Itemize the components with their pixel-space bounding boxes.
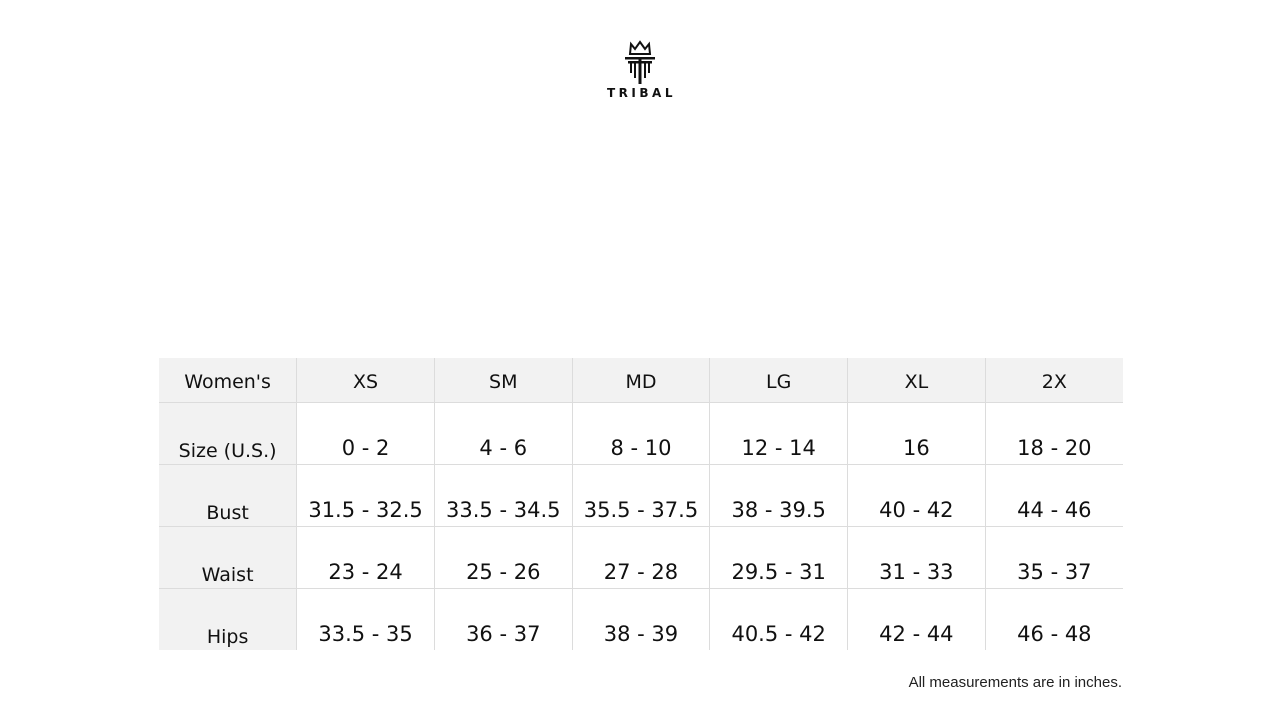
header-cell: XS <box>296 358 435 403</box>
table-row: Waist 23 - 24 25 - 26 27 - 28 29.5 - 31 … <box>159 526 1123 589</box>
table-cell: 33.5 - 35 <box>296 588 435 650</box>
table-row: Size (U.S.) 0 - 2 4 - 6 8 - 10 12 - 14 1… <box>159 402 1123 465</box>
header-cell: Women's <box>159 358 298 403</box>
table-cell: 35.5 - 37.5 <box>571 464 711 527</box>
tribal-logo: TRIBAL <box>600 40 680 100</box>
table-cell: 16 <box>847 402 986 465</box>
table-cell: 40 - 42 <box>847 464 986 527</box>
header-cell: SM <box>433 358 573 403</box>
table-cell: 23 - 24 <box>296 526 435 589</box>
table-cell: 40.5 - 42 <box>709 588 849 650</box>
table-cell: 12 - 14 <box>709 402 849 465</box>
table-header-row: Women's XS SM MD LG XL 2X <box>159 358 1123 403</box>
header-cell: MD <box>571 358 711 403</box>
table-row: Hips 33.5 - 35 36 - 37 38 - 39 40.5 - 42… <box>159 588 1123 650</box>
row-label: Waist <box>159 526 298 589</box>
table-cell: 35 - 37 <box>984 526 1123 589</box>
table-cell: 36 - 37 <box>433 588 573 650</box>
table-cell: 27 - 28 <box>571 526 711 589</box>
table-row: Bust 31.5 - 32.5 33.5 - 34.5 35.5 - 37.5… <box>159 464 1123 527</box>
row-label: Bust <box>159 464 298 527</box>
header-cell: 2X <box>984 358 1123 403</box>
table-cell: 42 - 44 <box>847 588 986 650</box>
table-cell: 0 - 2 <box>296 402 435 465</box>
table-cell: 31 - 33 <box>847 526 986 589</box>
table-cell: 25 - 26 <box>433 526 573 589</box>
table-cell: 29.5 - 31 <box>709 526 849 589</box>
header-cell: XL <box>847 358 986 403</box>
table-cell: 38 - 39.5 <box>709 464 849 527</box>
table-cell: 31.5 - 32.5 <box>296 464 435 527</box>
logo-text: TRIBAL <box>607 86 676 100</box>
size-chart-table: Women's XS SM MD LG XL 2X Size (U.S.) 0 … <box>159 358 1123 650</box>
table-cell: 46 - 48 <box>984 588 1123 650</box>
measurement-note: All measurements are in inches. <box>908 674 1122 691</box>
table-cell: 4 - 6 <box>433 402 573 465</box>
row-label: Size (U.S.) <box>159 402 298 465</box>
table-cell: 18 - 20 <box>984 402 1123 465</box>
table-cell: 44 - 46 <box>984 464 1123 527</box>
table-cell: 8 - 10 <box>571 402 711 465</box>
table-cell: 33.5 - 34.5 <box>433 464 573 527</box>
row-label: Hips <box>159 588 298 650</box>
crown-trident-icon <box>625 40 655 84</box>
header-cell: LG <box>709 358 849 403</box>
table-cell: 38 - 39 <box>571 588 711 650</box>
